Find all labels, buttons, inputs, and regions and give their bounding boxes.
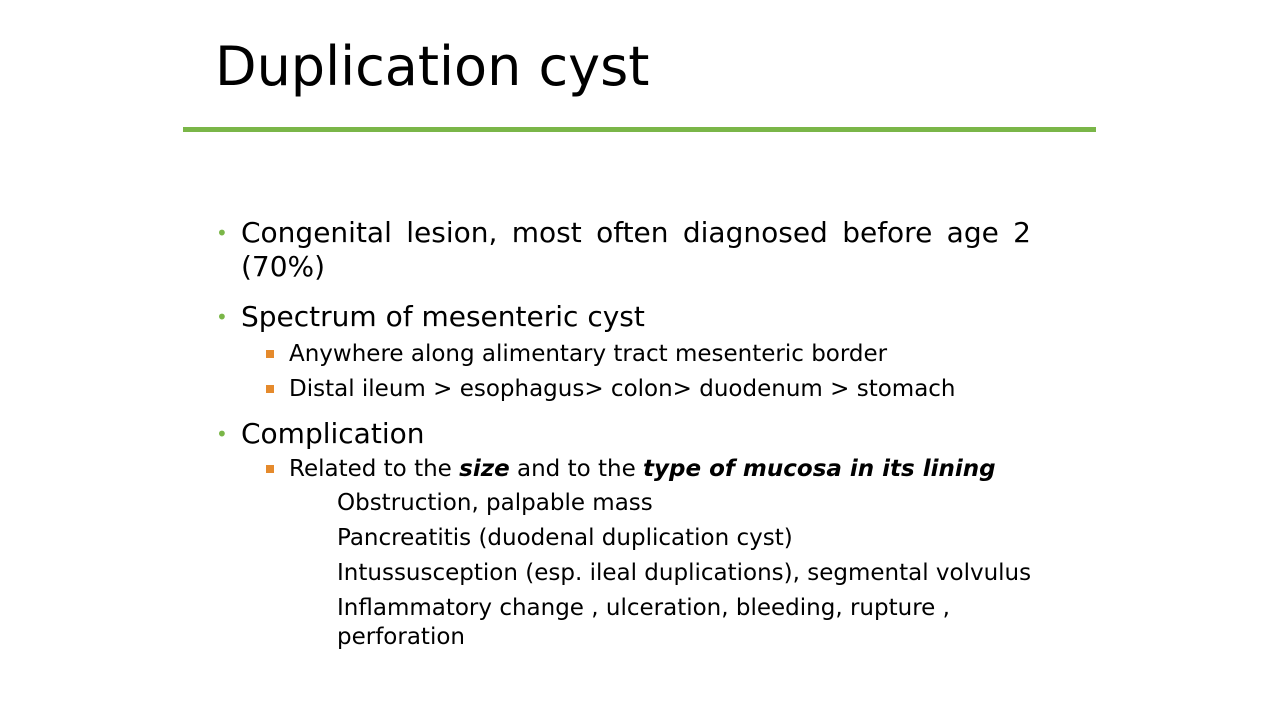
bullet-text: Complication [241,417,425,450]
sub-bullet-text-part: Related to the [289,456,460,482]
bullet-spectrum: • Spectrum of mesenteric cyst [216,300,1056,334]
sub-bullet-anywhere: Anywhere along alimentary tract mesenter… [216,338,1056,370]
sub-bullet-text: Anywhere along alimentary tract mesenter… [289,341,888,367]
title-divider [183,127,1096,132]
slide-body: • Congenital lesion, most often diagnose… [216,216,1056,652]
complication-item: Pancreatitis (duodenal duplication cyst) [337,525,793,551]
bullet-dot-icon: • [216,305,228,329]
bullet-complication: • Complication [216,417,1056,451]
emphasis-size: size [459,456,510,482]
sub-bullet-related: Related to the size and to the type of m… [216,453,1056,485]
sub-bullet-text: Distal ileum > esophagus> colon> duodenu… [289,376,956,402]
emphasis-mucosa: type of mucosa in its lining [643,456,996,482]
square-bullet-icon [266,350,274,358]
bullet-dot-icon: • [216,422,228,446]
sub-bullet-text-part: and to the [509,456,644,482]
complication-item: Obstruction, palpable mass [337,490,653,516]
sub-bullet-distal-ileum: Distal ileum > esophagus> colon> duodenu… [216,373,1056,405]
square-bullet-icon [266,465,274,473]
complication-item: Intussusception (esp. ileal duplications… [337,560,1032,586]
square-bullet-icon [266,385,274,393]
bullet-text: Congenital lesion, most often diagnosed … [241,216,1031,283]
complication-item: Inflammatory change , ulceration, bleedi… [337,595,950,650]
slide-title: Duplication cyst [215,35,650,98]
bullet-text: Spectrum of mesenteric cyst [241,300,645,333]
bullet-congenital: • Congenital lesion, most often diagnose… [216,216,1056,284]
bullet-dot-icon: • [216,221,228,245]
